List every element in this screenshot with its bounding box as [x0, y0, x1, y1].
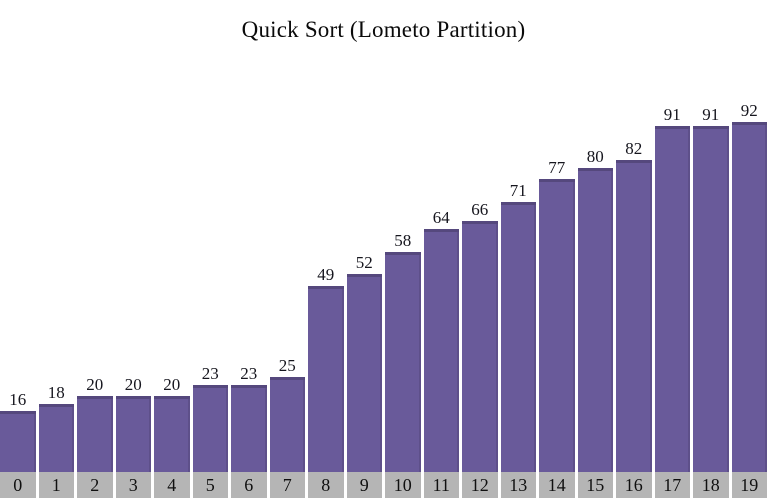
- bar-column: 92 19: [731, 101, 767, 498]
- bar: [154, 396, 190, 472]
- bar-index-label: 15: [577, 472, 613, 498]
- bar-column: 25 7: [269, 356, 305, 498]
- bar-column: 16 0: [0, 391, 36, 498]
- bar-index-label: 10: [385, 472, 421, 498]
- bar-column: 20 3: [115, 375, 151, 498]
- bar-index-label: 17: [654, 472, 690, 498]
- bar: [539, 179, 575, 472]
- bar-column: 52 9: [346, 253, 382, 498]
- bar-index-label: 4: [154, 472, 190, 498]
- bar-index-label: 1: [38, 472, 74, 498]
- bar-column: 80 15: [577, 147, 613, 498]
- bar-value-label: 23: [240, 363, 258, 383]
- bar-value-label: 91: [702, 105, 720, 125]
- bar-column: 91 17: [654, 105, 690, 498]
- bar: [731, 122, 767, 472]
- bar-column: 82 16: [616, 140, 652, 498]
- bar: [462, 221, 498, 472]
- bar-index-label: 18: [693, 472, 729, 498]
- bar-index-label: 12: [462, 472, 498, 498]
- bar-value-label: 49: [317, 264, 335, 284]
- bar-index-label: 9: [346, 472, 382, 498]
- bar-column: 20 4: [154, 376, 190, 498]
- bar: [77, 396, 113, 472]
- bar-value-label: 92: [740, 101, 758, 121]
- bar: [616, 160, 652, 472]
- bar-value-label: 80: [586, 147, 604, 166]
- bar: [577, 168, 613, 472]
- bar-value-label: 18: [47, 382, 65, 402]
- bar: [38, 403, 74, 472]
- bar-index-label: 7: [269, 472, 305, 498]
- bar: [385, 251, 421, 472]
- bar-column: 58 10: [385, 232, 421, 498]
- bar-index-label: 2: [77, 472, 113, 498]
- bar-index-label: 0: [0, 472, 36, 498]
- bar-value-label: 25: [278, 356, 296, 375]
- bar-index-label: 3: [115, 472, 151, 498]
- bar-index-label: 13: [500, 472, 536, 498]
- bar-value-label: 58: [394, 230, 412, 250]
- bar-value-label: 91: [663, 105, 681, 125]
- bar-value-label: 16: [9, 390, 27, 410]
- bar-column: 23 5: [192, 363, 228, 498]
- bar-value-label: 20: [163, 375, 181, 394]
- bar: [192, 384, 228, 472]
- bar-index-label: 11: [423, 472, 459, 498]
- bar-value-label: 52: [355, 253, 373, 273]
- bar-value-label: 23: [201, 363, 219, 383]
- bar-column: 49 8: [308, 266, 344, 498]
- bar: [269, 377, 305, 472]
- bar-index-label: 5: [192, 472, 228, 498]
- bar-column: 91 18: [693, 106, 729, 498]
- bar: [346, 274, 382, 472]
- bar: [693, 126, 729, 472]
- chart-title: Quick Sort (Lometo Partition): [241, 17, 526, 42]
- bar-index-label: 19: [731, 472, 767, 498]
- bar-value-label: 77: [548, 158, 566, 178]
- bar-index-label: 8: [308, 472, 344, 498]
- bar: [654, 126, 690, 472]
- bar-column: 66 12: [462, 201, 498, 498]
- bar-column: 77 14: [539, 159, 575, 498]
- bar: [231, 384, 267, 472]
- bar-value-label: 20: [124, 375, 142, 394]
- bar-index-label: 14: [539, 472, 575, 498]
- bar-value-label: 66: [471, 200, 489, 220]
- bar-index-label: 6: [231, 472, 267, 498]
- bar-column: 23 6: [231, 365, 267, 498]
- bar-value-label: 20: [86, 375, 104, 394]
- bar: [423, 228, 459, 472]
- bar-index-label: 16: [616, 472, 652, 498]
- bar-column: 18 1: [38, 382, 74, 498]
- bar-column: 71 13: [500, 181, 536, 498]
- bar-column: 20 2: [77, 376, 113, 498]
- bar: [115, 396, 151, 472]
- bar: [308, 285, 344, 472]
- bar-value-label: 64: [432, 207, 450, 227]
- bar: [500, 202, 536, 472]
- bar-value-label: 82: [625, 139, 643, 159]
- bar-value-label: 71: [509, 181, 527, 201]
- bar: [0, 411, 36, 472]
- bar-column: 64 11: [423, 207, 459, 498]
